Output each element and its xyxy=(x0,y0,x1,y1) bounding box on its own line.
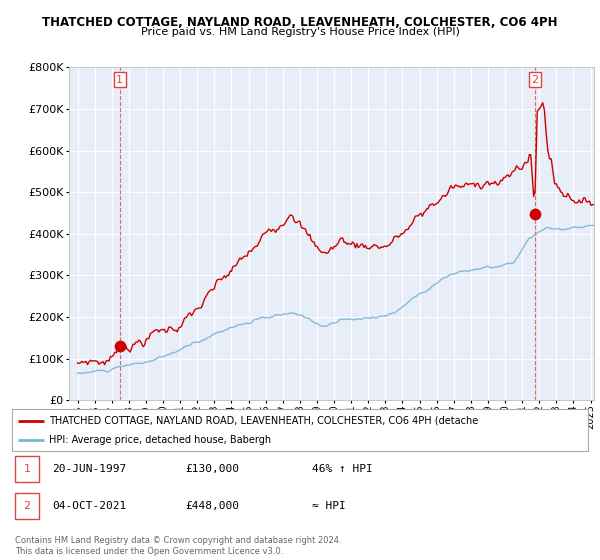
Text: 46% ↑ HPI: 46% ↑ HPI xyxy=(311,464,372,474)
Text: 20-JUN-1997: 20-JUN-1997 xyxy=(52,464,127,474)
Text: HPI: Average price, detached house, Babergh: HPI: Average price, detached house, Babe… xyxy=(49,435,272,445)
Text: 2: 2 xyxy=(23,501,31,511)
FancyBboxPatch shape xyxy=(12,409,588,451)
Text: £448,000: £448,000 xyxy=(185,501,239,511)
Text: 2: 2 xyxy=(532,74,539,85)
Text: THATCHED COTTAGE, NAYLAND ROAD, LEAVENHEATH, COLCHESTER, CO6 4PH (detache: THATCHED COTTAGE, NAYLAND ROAD, LEAVENHE… xyxy=(49,416,479,426)
Text: ≈ HPI: ≈ HPI xyxy=(311,501,345,511)
Text: Contains HM Land Registry data © Crown copyright and database right 2024.
This d: Contains HM Land Registry data © Crown c… xyxy=(15,536,341,556)
Text: 1: 1 xyxy=(23,464,31,474)
Text: THATCHED COTTAGE, NAYLAND ROAD, LEAVENHEATH, COLCHESTER, CO6 4PH: THATCHED COTTAGE, NAYLAND ROAD, LEAVENHE… xyxy=(42,16,558,29)
Text: 04-OCT-2021: 04-OCT-2021 xyxy=(52,501,127,511)
Text: Price paid vs. HM Land Registry's House Price Index (HPI): Price paid vs. HM Land Registry's House … xyxy=(140,27,460,37)
Point xyxy=(115,342,125,351)
Text: £130,000: £130,000 xyxy=(185,464,239,474)
Point xyxy=(530,209,540,218)
FancyBboxPatch shape xyxy=(15,493,39,520)
Text: 1: 1 xyxy=(116,74,123,85)
FancyBboxPatch shape xyxy=(15,456,39,482)
